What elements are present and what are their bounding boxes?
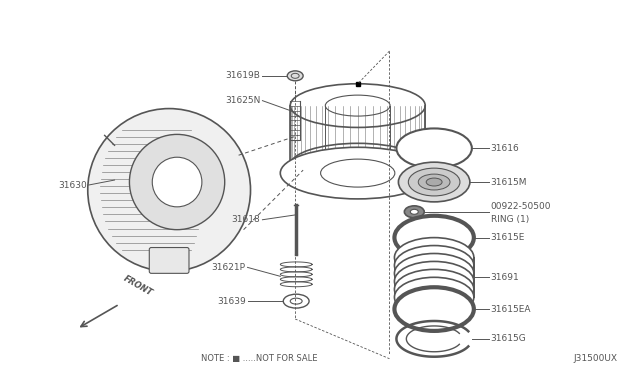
Ellipse shape [287, 71, 303, 81]
Ellipse shape [394, 216, 474, 259]
Ellipse shape [325, 95, 390, 116]
Ellipse shape [419, 174, 450, 190]
Text: 31615G: 31615G [491, 334, 527, 343]
Circle shape [152, 157, 202, 207]
Ellipse shape [290, 298, 302, 304]
Ellipse shape [290, 143, 425, 187]
Text: RING (1): RING (1) [491, 215, 529, 224]
Text: 31630: 31630 [58, 180, 87, 189]
Text: FRONT: FRONT [122, 274, 154, 298]
Text: 00922-50500: 00922-50500 [491, 202, 551, 211]
Ellipse shape [290, 84, 425, 128]
Text: 31619B: 31619B [225, 71, 260, 80]
Text: 31639: 31639 [217, 296, 246, 306]
Ellipse shape [404, 206, 424, 218]
Circle shape [129, 134, 225, 230]
Text: 31621P: 31621P [212, 263, 246, 272]
Ellipse shape [399, 162, 470, 202]
Ellipse shape [396, 128, 472, 168]
Text: J31500UX: J31500UX [573, 354, 618, 363]
Ellipse shape [284, 294, 309, 308]
Ellipse shape [394, 269, 474, 309]
Ellipse shape [321, 159, 395, 187]
Ellipse shape [394, 246, 474, 285]
Text: 31615M: 31615M [491, 177, 527, 186]
Text: 31618: 31618 [232, 215, 260, 224]
Ellipse shape [394, 277, 474, 317]
Ellipse shape [280, 147, 435, 199]
Circle shape [88, 109, 250, 271]
FancyBboxPatch shape [149, 247, 189, 273]
Ellipse shape [410, 209, 419, 214]
Ellipse shape [325, 155, 390, 176]
Text: 31615EA: 31615EA [491, 305, 531, 314]
Ellipse shape [394, 238, 474, 277]
Text: 31691: 31691 [491, 273, 520, 282]
Ellipse shape [394, 287, 474, 331]
Text: 31616: 31616 [491, 144, 520, 153]
Ellipse shape [394, 253, 474, 293]
Ellipse shape [408, 168, 460, 196]
Ellipse shape [394, 262, 474, 301]
Text: NOTE : ■ .....NOT FOR SALE: NOTE : ■ .....NOT FOR SALE [201, 354, 317, 363]
Text: 31615E: 31615E [491, 233, 525, 242]
Ellipse shape [426, 178, 442, 186]
Text: 31625N: 31625N [225, 96, 260, 105]
